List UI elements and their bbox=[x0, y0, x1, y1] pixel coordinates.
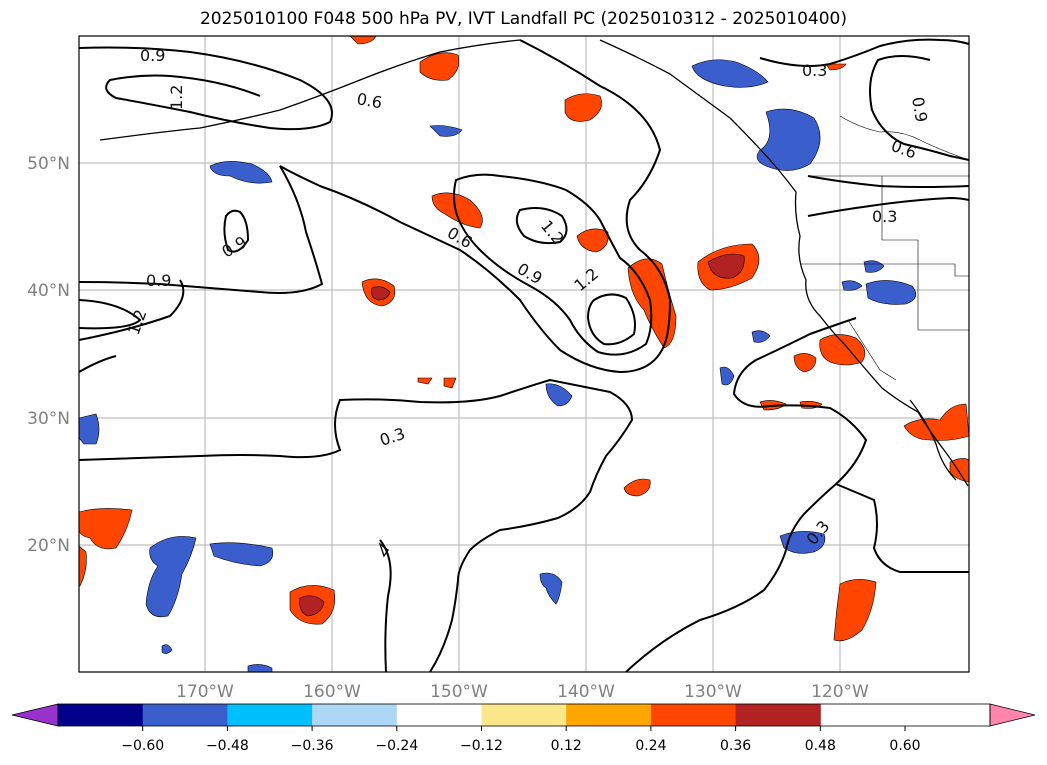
colorbar-tick-label: −0.60 bbox=[121, 738, 164, 754]
anomaly-blob bbox=[691, 59, 769, 88]
anomaly-blob bbox=[371, 286, 391, 301]
contour-label: 0.9 bbox=[140, 46, 165, 65]
anomaly-blob bbox=[417, 377, 433, 385]
colorbar-tick-label: 0.48 bbox=[805, 738, 836, 754]
colorbar-tick-label: 0.12 bbox=[551, 738, 582, 754]
anomaly-blob bbox=[145, 536, 197, 618]
political-borders bbox=[800, 115, 970, 381]
colorbar-cell bbox=[481, 704, 567, 726]
anomaly-blob bbox=[564, 93, 602, 122]
colorbar-cell bbox=[735, 704, 821, 726]
anomaly-blob bbox=[443, 377, 457, 389]
anomaly-blob bbox=[161, 644, 173, 654]
anomaly-blob bbox=[545, 383, 573, 407]
colorbar-cell bbox=[396, 704, 482, 726]
map-background bbox=[79, 36, 969, 672]
anomaly-blob bbox=[841, 280, 863, 291]
colorbar-cell bbox=[312, 704, 398, 726]
contour-label: 0.3 bbox=[872, 207, 897, 226]
anomaly-blob bbox=[539, 572, 563, 605]
anomaly-blob bbox=[833, 579, 877, 642]
colorbar-cell bbox=[142, 704, 228, 726]
anomaly-blob bbox=[247, 664, 273, 673]
anomaly-blob bbox=[299, 595, 325, 617]
coastlines bbox=[99, 39, 969, 558]
lon-label: 170°W bbox=[176, 682, 234, 702]
lat-label: 30°N bbox=[27, 409, 70, 429]
anomaly-blob bbox=[865, 280, 917, 305]
colorbar-tick-label: 0.36 bbox=[720, 738, 751, 754]
lon-label: 120°W bbox=[811, 682, 869, 702]
anomaly-blob bbox=[793, 353, 817, 373]
anomaly-blob bbox=[719, 366, 735, 386]
longitude-labels: 170°W 160°W 150°W 140°W 130°W 120°W bbox=[176, 682, 869, 702]
colorbar-tick-label: 0.60 bbox=[889, 738, 920, 754]
lat-label: 20°N bbox=[27, 536, 70, 556]
anomaly-blob bbox=[623, 478, 651, 497]
colorbar-tick-label: −0.36 bbox=[291, 738, 334, 754]
lat-label: 50°N bbox=[27, 154, 70, 174]
anomaly-blob bbox=[751, 330, 771, 343]
colorbar-tick-label: −0.24 bbox=[375, 738, 418, 754]
pv-contours bbox=[78, 38, 970, 673]
contour-label: 0.9 bbox=[146, 271, 171, 290]
contour-label: 0.6 bbox=[355, 89, 383, 112]
colorbar-cell bbox=[650, 704, 737, 726]
lon-label: 160°W bbox=[303, 682, 361, 702]
colorbar-extend-right bbox=[989, 703, 1036, 727]
anomaly-blob bbox=[419, 52, 460, 81]
negative-anomaly-regions bbox=[78, 59, 917, 673]
colorbar-cell bbox=[227, 704, 313, 726]
contour-label: 0.3 bbox=[802, 61, 827, 80]
anomaly-blob bbox=[779, 531, 826, 554]
anomaly-blob bbox=[429, 125, 463, 137]
colorbar-tick-label: −0.48 bbox=[206, 738, 249, 754]
anomaly-blob bbox=[825, 63, 847, 71]
anomaly-blob bbox=[431, 192, 483, 229]
chart-title: 2025010100 F048 500 hPa PV, IVT Landfall… bbox=[199, 9, 847, 29]
map-frame bbox=[78, 35, 970, 673]
anomaly-blob bbox=[903, 403, 970, 441]
anomaly-blob bbox=[819, 334, 866, 366]
lon-label: 150°W bbox=[430, 682, 488, 702]
anomaly-blob bbox=[707, 253, 745, 279]
anomaly-blob bbox=[756, 108, 821, 171]
contour-label: 0.9 bbox=[908, 95, 931, 123]
positive-anomaly-regions bbox=[78, 35, 970, 642]
anomaly-blob bbox=[863, 260, 885, 273]
anomaly-blob bbox=[78, 545, 87, 587]
contour-label: 1.2 bbox=[167, 85, 186, 110]
anomaly-blob bbox=[78, 413, 100, 445]
lat-label: 40°N bbox=[27, 281, 70, 301]
anomaly-blob bbox=[209, 542, 274, 567]
colorbar-extend-left bbox=[11, 703, 59, 727]
colorbar-tick-label: −0.12 bbox=[460, 738, 503, 754]
lon-label: 130°W bbox=[684, 682, 742, 702]
lon-label: 140°W bbox=[557, 682, 615, 702]
latitude-labels: 50°N 40°N 30°N 20°N bbox=[27, 154, 70, 556]
colorbar: −0.60 −0.48 −0.36 −0.24 −0.12 0.12 0.24 0.36 0.4… bbox=[11, 703, 1036, 754]
anomaly-blob bbox=[78, 508, 133, 550]
colorbar-frame bbox=[57, 703, 991, 727]
anomaly-blob bbox=[209, 161, 273, 184]
anomaly-blob bbox=[576, 228, 609, 253]
colorbar-cell bbox=[58, 704, 144, 726]
colorbar-tick-label: 0.24 bbox=[635, 738, 666, 754]
colorbar-cell bbox=[566, 704, 652, 726]
